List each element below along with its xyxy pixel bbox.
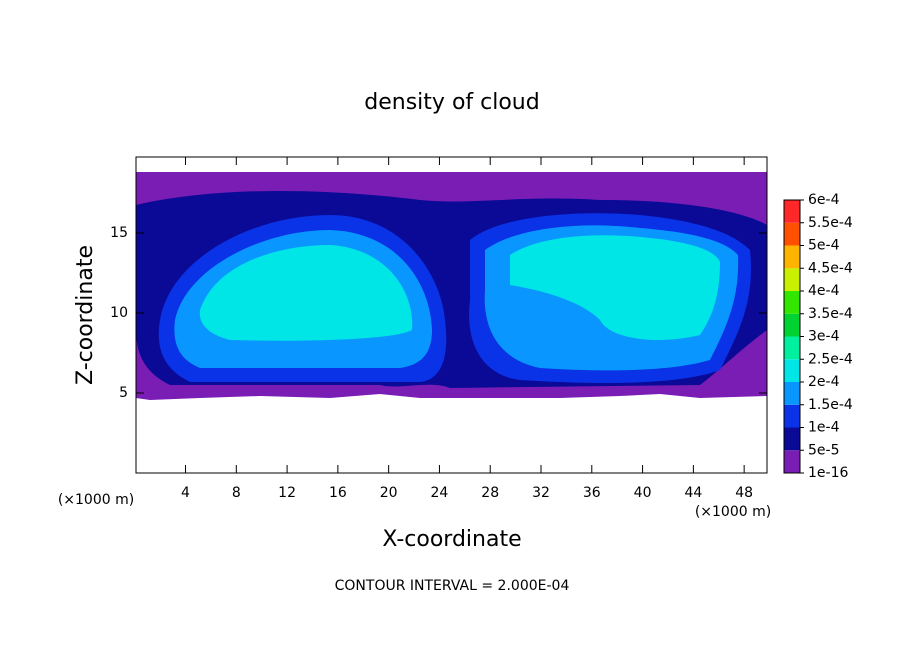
contour-field xyxy=(136,172,767,400)
contour-region xyxy=(510,235,720,340)
x-tick-label: 32 xyxy=(532,485,550,501)
colorbar-label: 2.5e-4 xyxy=(808,351,853,367)
colorbar-label: 1.5e-4 xyxy=(808,397,853,413)
y-axis-label: Z-coordinate xyxy=(73,245,98,385)
x-tick-label: 8 xyxy=(232,485,241,501)
x-tick-label: 40 xyxy=(634,485,652,501)
colorbar-band xyxy=(784,427,800,451)
colorbar-band xyxy=(784,268,800,291)
colorbar-band xyxy=(784,359,800,382)
colorbar-band xyxy=(784,404,800,428)
colorbar-label: 1e-4 xyxy=(808,420,840,436)
y-tick-label: 15 xyxy=(110,225,128,241)
colorbar-band xyxy=(784,200,800,223)
colorbar-label: 3.5e-4 xyxy=(808,306,853,322)
x-tick-label: 4 xyxy=(181,485,190,501)
colorbar-label: 2e-4 xyxy=(808,374,840,390)
x-tick-label: 12 xyxy=(278,485,296,501)
x-tick-label: 20 xyxy=(380,485,398,501)
y-tick-label: 10 xyxy=(110,305,128,321)
colorbar-label: 1e-16 xyxy=(808,465,848,481)
chart-title: density of cloud xyxy=(364,90,539,115)
colorbar-band xyxy=(784,450,800,473)
colorbar-band xyxy=(784,336,800,360)
colorbar-band xyxy=(784,222,800,246)
colorbar-band xyxy=(784,245,800,269)
y-tick-label: 5 xyxy=(119,385,128,401)
y-axis-unit: (×1000 m) xyxy=(58,492,134,508)
colorbar-band xyxy=(784,291,800,314)
footer: CONTOUR INTERVAL = 2.000E-04 xyxy=(335,578,570,594)
colorbar-label: 5e-5 xyxy=(808,442,839,458)
colorbar-label: 5e-4 xyxy=(808,238,840,254)
colorbar-label: 4.5e-4 xyxy=(808,260,853,276)
x-tick-label: 16 xyxy=(329,485,347,501)
colorbar-label: 4e-4 xyxy=(808,283,840,299)
colorbar-label: 3e-4 xyxy=(808,329,840,345)
x-tick-label: 48 xyxy=(735,485,753,501)
contour-region xyxy=(199,245,413,341)
x-tick-label: 28 xyxy=(481,485,499,501)
x-tick-label: 24 xyxy=(431,485,449,501)
x-axis-unit: (×1000 m) xyxy=(695,504,771,520)
plot-frame xyxy=(135,156,768,474)
colorbar-label: 5.5e-4 xyxy=(808,215,853,231)
colorbar-band xyxy=(784,313,800,337)
x-axis-label: X-coordinate xyxy=(382,527,521,552)
colorbar-label: 6e-4 xyxy=(808,192,840,208)
x-tick-label: 44 xyxy=(684,485,702,501)
colorbar-band xyxy=(784,382,800,405)
x-tick-label: 36 xyxy=(583,485,601,501)
